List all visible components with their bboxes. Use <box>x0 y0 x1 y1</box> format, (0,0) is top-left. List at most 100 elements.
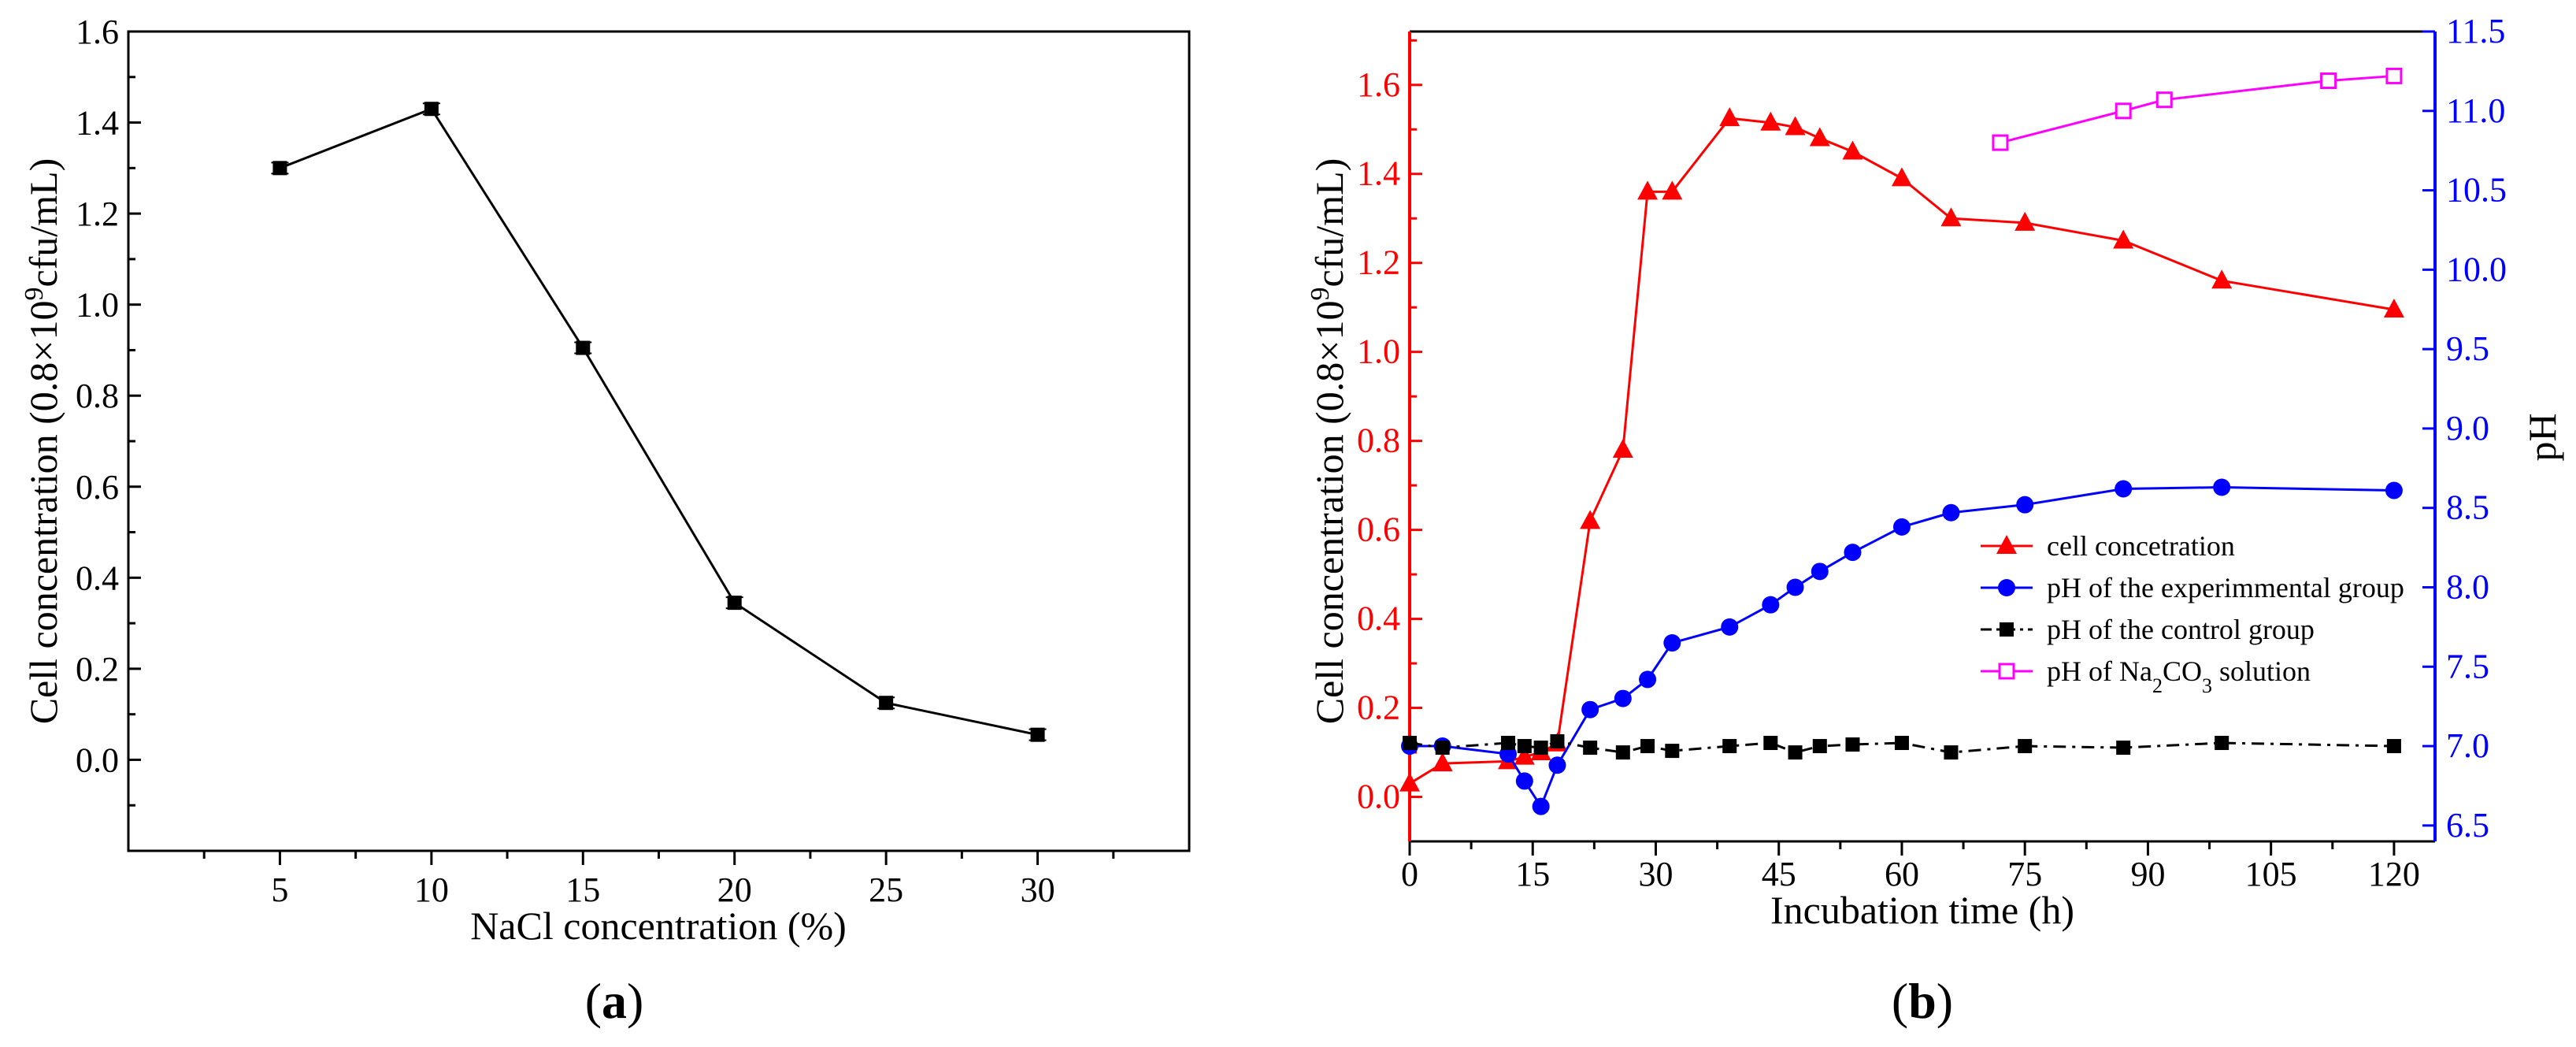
panel-b-data-point-2 <box>2215 736 2229 751</box>
panel-b-data-point-0 <box>1662 180 1683 200</box>
panel-a-y-tick-label: 1.2 <box>76 195 119 233</box>
panel-b-data-point-0 <box>1432 752 1453 772</box>
panel-a-x-tick-label: 5 <box>271 871 288 909</box>
panel-b-data-point-0 <box>1760 111 1781 131</box>
panel-b-data-point-1 <box>1515 772 1533 790</box>
panel-b-data-point-0 <box>1785 116 1806 136</box>
panel-b-data-point-2 <box>1583 741 1598 756</box>
panel-b-x-tick-label: 90 <box>2130 855 2165 893</box>
panel-b-right-y-tick-label: 10.5 <box>2446 171 2507 210</box>
panel-b-data-point-0 <box>1940 207 1962 227</box>
panel-b-data-point-2 <box>1722 739 1737 754</box>
legend-label: pH of the control group <box>2047 614 2315 645</box>
panel-b-data-point-3 <box>2385 67 2403 84</box>
legend-label-part: 3 <box>2202 674 2212 697</box>
panel-b-data-point-0 <box>1580 510 1601 529</box>
panel-b-left-y-tick-label: 1.6 <box>1357 65 1400 104</box>
legend-marker <box>1998 663 2015 680</box>
panel-a-data-point <box>727 596 742 611</box>
panel-b-data-point-3 <box>2155 91 2173 109</box>
panel-b-data-point-1 <box>2115 480 2133 498</box>
panel-b-left-y-axis: 0.0 0.2 0.4 0.6 0.8 1.0 1.2 1.4 1.6 <box>1357 39 1422 816</box>
legend-label: pH of the experimmental group <box>2047 572 2404 603</box>
panel-b-data-point-1 <box>1844 544 1862 562</box>
panel-b-data-point-1 <box>1639 670 1657 689</box>
legend-label-part: pH of the experimmental group <box>2047 572 2404 603</box>
panel-b-data-point-3 <box>1992 134 2009 151</box>
panel-b-left-y-tick-label: 1.2 <box>1357 243 1400 282</box>
panel-a-x-tick-label: 25 <box>869 871 903 909</box>
panel-b-data-point-0 <box>2113 229 2134 249</box>
panel-a-chart: 0.00.20.40.60.81.01.21.41.6 5 10 15 20 25 30 … <box>20 13 1191 1029</box>
panel-a-y-tick-label: 1.0 <box>76 286 119 325</box>
panel-a-data-point <box>424 102 439 117</box>
panel-b-data-point-0 <box>1514 745 1535 765</box>
panel-b-data-point-1 <box>1614 689 1632 707</box>
panel-a-y-axis-label: Cell concentration (0.8×109cfu/mL) <box>20 158 66 725</box>
panel-a-plot-frame <box>127 30 1191 852</box>
panel-b-data-point-0 <box>2014 211 2036 231</box>
legend-label: cell concetration <box>2047 530 2235 562</box>
panel-b-data-point-1 <box>1581 700 1599 718</box>
panel-a-data-point <box>576 340 591 355</box>
legend-label-part: CO <box>2163 655 2202 687</box>
panel-a-y-tick-label: 0.2 <box>76 650 119 689</box>
panel-b-data-point-3 <box>2320 72 2337 89</box>
legend-marker <box>2000 622 2014 637</box>
panel-b-right-y-axis: 6.5 7.0 7.5 8.0 8.5 9.0 9.5 10.0 10.5 11.0 11.5 <box>2422 12 2507 845</box>
panel-b-data-point-2 <box>1403 736 1417 751</box>
panel-b-data-point-0 <box>1719 107 1740 127</box>
panel-b-data-point-0 <box>1842 140 1863 160</box>
panel-a-x-tick-label: 30 <box>1021 871 1055 909</box>
panel-a-y-label-unit: cfu/mL) <box>21 158 65 288</box>
panel-b-data-point-2 <box>2018 739 2033 754</box>
panel-b-data-point-2 <box>1640 739 1655 754</box>
panel-b-data-point-2 <box>1435 741 1450 756</box>
legend-marker <box>1998 579 2015 596</box>
panel-a-y-tick-label: 0.6 <box>76 468 119 507</box>
panel-a-x-axis: 5 10 15 20 25 30 <box>202 851 1115 909</box>
panel-b-x-tick-label: 75 <box>2007 855 2042 893</box>
panel-b-letter: b <box>1908 973 1937 1029</box>
panel-b-right-y-tick-label: 7.0 <box>2446 726 2489 765</box>
panel-b-x-axis-label: Incubation time (h) <box>1770 888 2074 932</box>
panel-a-letter: a <box>602 973 627 1029</box>
panel-b-data-point-2 <box>1812 739 1827 754</box>
panel-b-data-point-1 <box>1811 562 1829 581</box>
panel-b-data-point-2 <box>2386 739 2401 754</box>
panel-b-y-label-unit: cfu/mL) <box>1307 158 1351 288</box>
panel-a-y-tick-label: 1.6 <box>76 13 119 51</box>
legend-label-part: cell concetration <box>2047 530 2235 562</box>
panel-b-data-point-2 <box>1615 745 1630 760</box>
panel-b-x-tick-label: 60 <box>1885 855 1919 893</box>
panel-b-x-tick-label: 120 <box>2368 855 2420 893</box>
panel-b-chart: 0.0 0.2 0.4 0.6 0.8 1.0 1.2 1.4 1.6 6.5 7.0 7.5 8.0… <box>1306 12 2565 1029</box>
panel-a-y-label-main: Cell concentration (0.8×10 <box>21 301 65 725</box>
panel-b-x-tick-label: 30 <box>1638 855 1673 893</box>
panel-b-right-y-tick-label: 11.0 <box>2446 91 2505 130</box>
panel-b-left-y-tick-label: 0.4 <box>1357 600 1400 638</box>
panel-b-right-y-tick-label: 11.5 <box>2446 12 2505 50</box>
legend-label-part: pH of Na <box>2047 655 2152 687</box>
panel-b-x-tick-label: 45 <box>1762 855 1796 893</box>
panel-b-x-tick-label: 105 <box>2245 855 2297 893</box>
panel-b-series <box>1399 67 2404 815</box>
panel-a-x-tick-label: 20 <box>717 871 752 909</box>
panel-b-left-y-tick-label: 0.6 <box>1357 511 1400 549</box>
panel-b-right-axis-label: pH <box>2520 413 2564 461</box>
panel-a-series-line <box>279 107 1038 737</box>
panel-b-data-point-2 <box>1944 745 1959 760</box>
panel-b-right-y-tick-label: 9.0 <box>2446 409 2489 447</box>
panel-b-y-label-main: Cell concentration (0.8×10 <box>1307 301 1351 725</box>
panel-b-legend: cell concetration pH of the experimmental… <box>1981 530 2404 697</box>
panel-b-data-point-2 <box>1665 744 1680 759</box>
panel-b-data-point-1 <box>1548 756 1566 774</box>
panel-b-data-point-1 <box>2213 478 2231 496</box>
panel-a-series <box>271 102 1047 742</box>
panel-b-data-point-0 <box>1399 772 1420 792</box>
panel-a-y-tick-label: 1.4 <box>76 104 119 143</box>
panel-a-label: (a) <box>585 973 644 1029</box>
panel-b-x-axis: 0 15 30 45 60 75 90 105 120 <box>1401 841 2420 893</box>
panel-b-left-y-tick-label: 1.4 <box>1357 154 1400 193</box>
